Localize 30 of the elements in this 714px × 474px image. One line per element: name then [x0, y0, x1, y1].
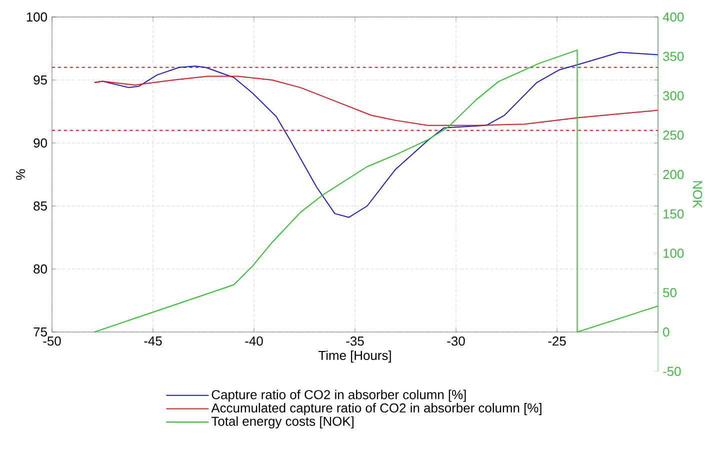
legend-label: Accumulated capture ratio of CO2 in absorber column [%]: [211, 403, 542, 416]
x-tick-label: -30: [447, 336, 465, 346]
y2-tick-label: 100: [664, 248, 684, 258]
legend-label: Capture ratio of CO2 in absorber column [%]: [212, 390, 466, 402]
y-tick-label: 85: [34, 201, 47, 211]
x-tick-label: -25: [548, 336, 566, 346]
y-axis-title: %: [16, 169, 26, 180]
y2-tick-label: 300: [663, 91, 684, 100]
x-axis-title: Time [Hours]: [318, 350, 391, 363]
x-tick-label: -50: [43, 336, 61, 346]
line-series: [94, 50, 659, 332]
y2-axis-title: NOK: [692, 181, 702, 208]
y2-tick-label: 150: [664, 209, 684, 218]
legend-label: Total energy costs [NOK]: [211, 416, 354, 428]
y2-tick-label: 350: [663, 52, 684, 61]
y2-tick-label: 250: [663, 130, 684, 140]
y-tick-label: 75: [34, 327, 47, 337]
x-tick-label: -35: [346, 336, 364, 346]
y2-tick-label: -50: [663, 366, 681, 376]
line-series: [94, 76, 659, 126]
y2-tick-label: 0: [663, 327, 670, 337]
y-tick-label: 90: [34, 138, 47, 148]
x-tick-label: -45: [144, 336, 162, 346]
x-tick-label: -40: [245, 336, 263, 346]
y2-tick-label: 400: [662, 12, 684, 22]
y2-tick-label: 200: [663, 170, 684, 180]
y-tick-label: 80: [34, 264, 47, 274]
y-tick-label: 100: [26, 12, 47, 22]
y-tick-label: 95: [34, 75, 47, 85]
y2-tick-label: 50: [663, 288, 676, 298]
